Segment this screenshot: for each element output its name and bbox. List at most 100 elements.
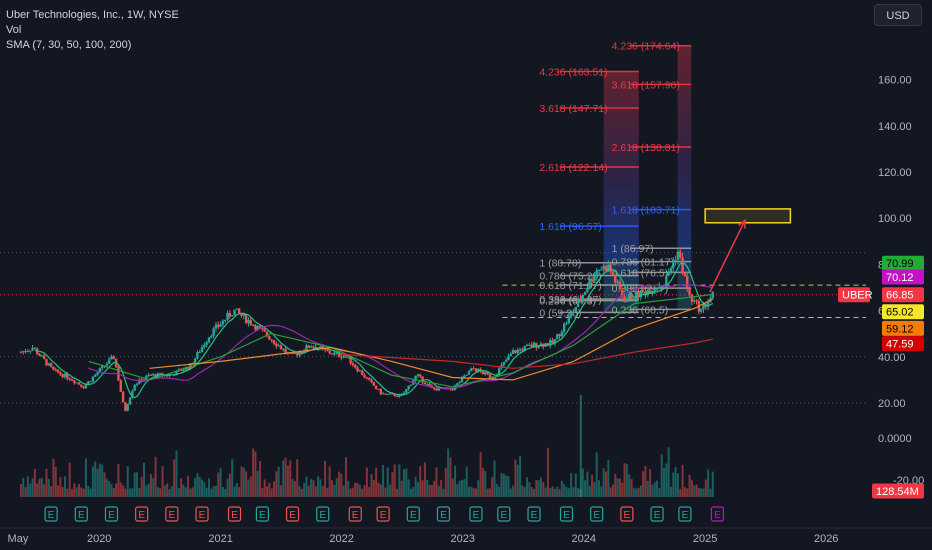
- volume-bar: [623, 463, 626, 497]
- candle: [98, 368, 102, 373]
- volume-bar: [423, 462, 426, 497]
- earnings-marker-label: E: [138, 510, 145, 521]
- candle: [460, 377, 464, 383]
- volume-bar: [695, 484, 698, 497]
- volume-bar: [349, 488, 352, 497]
- currency-button[interactable]: USD: [874, 4, 922, 26]
- candle: [658, 286, 661, 289]
- volume-bar: [416, 482, 419, 497]
- candle: [665, 275, 668, 285]
- volume-bar: [77, 484, 80, 497]
- volume-bar: [342, 485, 345, 497]
- candle: [105, 363, 109, 366]
- volume-bar: [293, 481, 296, 497]
- candle: [119, 380, 122, 392]
- volume-bar: [433, 481, 436, 497]
- earnings-marker: [44, 506, 58, 522]
- volume-bar: [252, 448, 255, 497]
- volume-bar: [581, 468, 584, 497]
- volume-bar: [210, 488, 213, 497]
- price-tick: 160.00: [878, 75, 912, 87]
- volume-bar: [375, 467, 378, 497]
- candle: [312, 346, 315, 348]
- volume-bar: [614, 473, 617, 497]
- volume-bar: [351, 487, 354, 497]
- volume-bar: [639, 485, 642, 497]
- candle: [247, 320, 250, 323]
- volume-bar: [89, 488, 92, 497]
- candle: [94, 374, 97, 377]
- candle: [214, 324, 218, 329]
- candle: [147, 374, 150, 376]
- price-label-box: [882, 255, 924, 271]
- volume-bar: [660, 454, 663, 497]
- candle: [75, 382, 78, 384]
- volume-bar: [604, 471, 607, 497]
- candle: [546, 343, 550, 346]
- volume-bar: [261, 487, 264, 497]
- candle: [637, 290, 640, 298]
- candle: [653, 289, 656, 292]
- candle: [367, 377, 371, 380]
- candle: [354, 364, 357, 368]
- volume-bar: [593, 481, 596, 497]
- volume-bar: [681, 464, 684, 497]
- volume-bar: [368, 487, 371, 497]
- volume-bar: [707, 469, 710, 497]
- volume-bar: [310, 479, 313, 497]
- candle: [632, 298, 636, 300]
- candle: [586, 288, 589, 292]
- candle: [263, 329, 266, 332]
- earnings-marker-label: E: [352, 510, 359, 521]
- candle: [504, 360, 508, 362]
- earnings-marker: [710, 506, 725, 522]
- candle: [61, 374, 64, 378]
- volume-bar: [574, 473, 577, 497]
- volume-bar: [240, 466, 243, 497]
- candle: [521, 349, 524, 351]
- candle: [699, 309, 703, 312]
- volume-bar: [628, 474, 631, 497]
- volume-bar: [495, 483, 498, 497]
- time-tick: 2026: [814, 533, 838, 545]
- volume-bar: [296, 459, 299, 497]
- time-tick: 2022: [329, 533, 353, 545]
- symbol-tag-box: [838, 287, 870, 303]
- candle: [128, 397, 132, 405]
- candle: [277, 345, 280, 347]
- earnings-marker-label: E: [682, 510, 689, 521]
- candle: [630, 293, 633, 300]
- candle: [484, 372, 487, 375]
- candle: [100, 365, 104, 369]
- candle: [474, 368, 478, 372]
- candle: [507, 356, 510, 361]
- volume-bar: [665, 463, 668, 497]
- candle: [235, 308, 239, 310]
- volume-bar: [658, 488, 661, 497]
- volume-bar: [565, 487, 568, 497]
- volume-bar: [196, 473, 199, 497]
- candle: [242, 313, 246, 316]
- volume-bar: [477, 480, 480, 497]
- candle: [614, 276, 617, 283]
- candle: [395, 396, 399, 398]
- volume-bar: [84, 458, 87, 497]
- volume-bar: [161, 465, 164, 497]
- candle: [572, 311, 575, 313]
- volume-bar: [551, 486, 554, 497]
- volume-bar: [340, 473, 343, 497]
- volume-bar: [653, 482, 656, 497]
- earnings-marker-label: E: [563, 510, 570, 521]
- candle: [38, 353, 41, 356]
- volume-bar: [73, 483, 76, 497]
- time-tick: 2023: [450, 533, 474, 545]
- volume-bar: [595, 452, 598, 497]
- candle: [275, 343, 278, 347]
- volume-bar: [558, 488, 561, 497]
- volume-bar: [314, 486, 317, 497]
- candle: [695, 300, 698, 302]
- candle: [683, 273, 687, 276]
- candle: [63, 373, 67, 378]
- fib-level-label: 0.618 (71.07): [539, 280, 601, 292]
